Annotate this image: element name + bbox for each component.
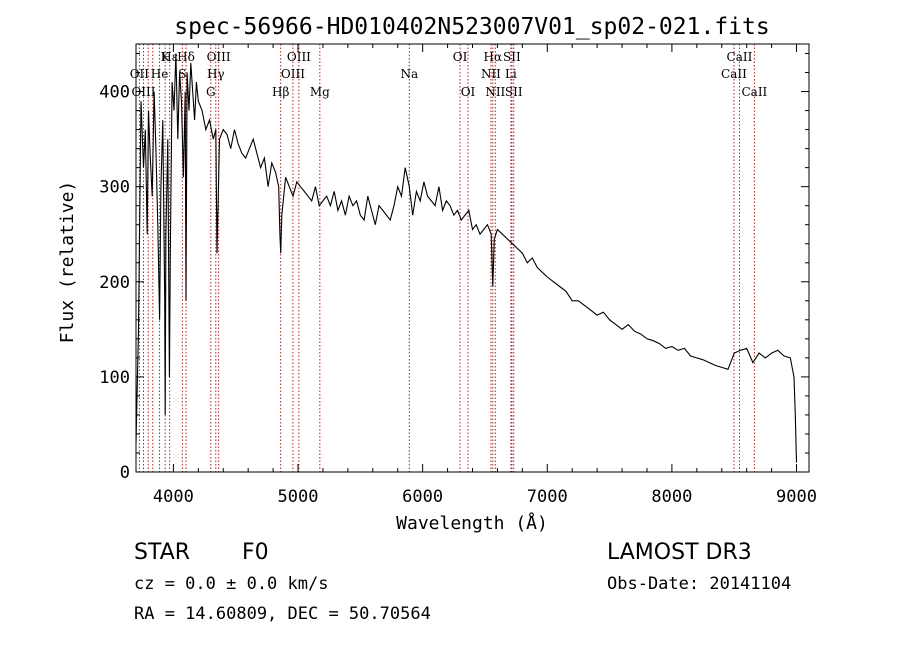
marker-label-4: OIII — [287, 50, 311, 64]
marker-label-11: S — [178, 67, 186, 81]
y-axis-label: Flux (relative) — [57, 181, 78, 344]
marker-label-19: G — [206, 85, 216, 99]
y-tick-label-3: 300 — [99, 178, 130, 198]
object-class: STAR — [134, 540, 191, 565]
x-tick-label-1: 5000 — [278, 487, 319, 507]
x-axis-label: Wavelength (Å) — [396, 512, 548, 534]
marker-label-15: NII — [481, 67, 501, 81]
redshift-cz: cz = 0.0 ± 0.0 km/s — [134, 574, 329, 594]
marker-label-25: CaII — [741, 85, 767, 99]
marker-label-3: OIII — [207, 50, 231, 64]
x-tick-label-5: 9000 — [776, 487, 817, 507]
marker-label-16: Li — [505, 67, 517, 81]
marker-label-14: Na — [400, 67, 418, 81]
y-axis-ticks: 0 100 200 300 400 — [99, 53, 809, 483]
plot-frame — [135, 43, 810, 473]
survey-name: LAMOST DR3 — [607, 540, 752, 565]
spectrum-line — [135, 53, 798, 463]
marker-label-22: OI — [461, 85, 476, 99]
marker-label-0: Hδ — [177, 50, 195, 64]
marker-label-5: OI — [453, 50, 468, 64]
x-tick-label-0: 4000 — [153, 487, 194, 507]
y-tick-label-2: 200 — [99, 273, 130, 293]
sky-coordinates: RA = 14.60809, DEC = 50.70564 — [134, 604, 431, 624]
marker-label-17: CaII — [721, 67, 747, 81]
observation-date: Obs-Date: 20141104 — [607, 574, 792, 594]
y-tick-label-1: 100 — [99, 368, 130, 388]
marker-label-21: Mg — [310, 85, 330, 99]
chart-title: spec-56966-HD010402N523007V01_sp02-021.f… — [174, 14, 769, 40]
marker-label-23: NII — [485, 85, 505, 99]
marker-label-2: Hε — [161, 50, 178, 64]
x-tick-label-3: 7000 — [527, 487, 568, 507]
marker-label-6: Hα — [484, 50, 503, 64]
x-tick-label-2: 6000 — [402, 487, 443, 507]
x-tick-label-4: 8000 — [651, 487, 692, 507]
spectral-subclass: F0 — [242, 540, 269, 565]
marker-label-8: CaII — [727, 50, 753, 64]
marker-label-7: SII — [503, 50, 521, 64]
marker-label-10: He — [151, 67, 169, 81]
marker-label-1: K — [161, 50, 171, 64]
marker-label-13: OIII — [281, 67, 305, 81]
y-tick-label-0: 0 — [120, 463, 130, 483]
emission-line-markers — [138, 44, 755, 472]
marker-label-20: Hβ — [272, 85, 289, 99]
y-tick-label-4: 400 — [99, 83, 130, 103]
x-axis-ticks: 4000 5000 6000 7000 8000 9000 — [153, 44, 817, 507]
marker-label-9: OII — [130, 67, 150, 81]
marker-label-12: Hγ — [207, 67, 225, 81]
marker-label-24: SII — [505, 85, 523, 99]
